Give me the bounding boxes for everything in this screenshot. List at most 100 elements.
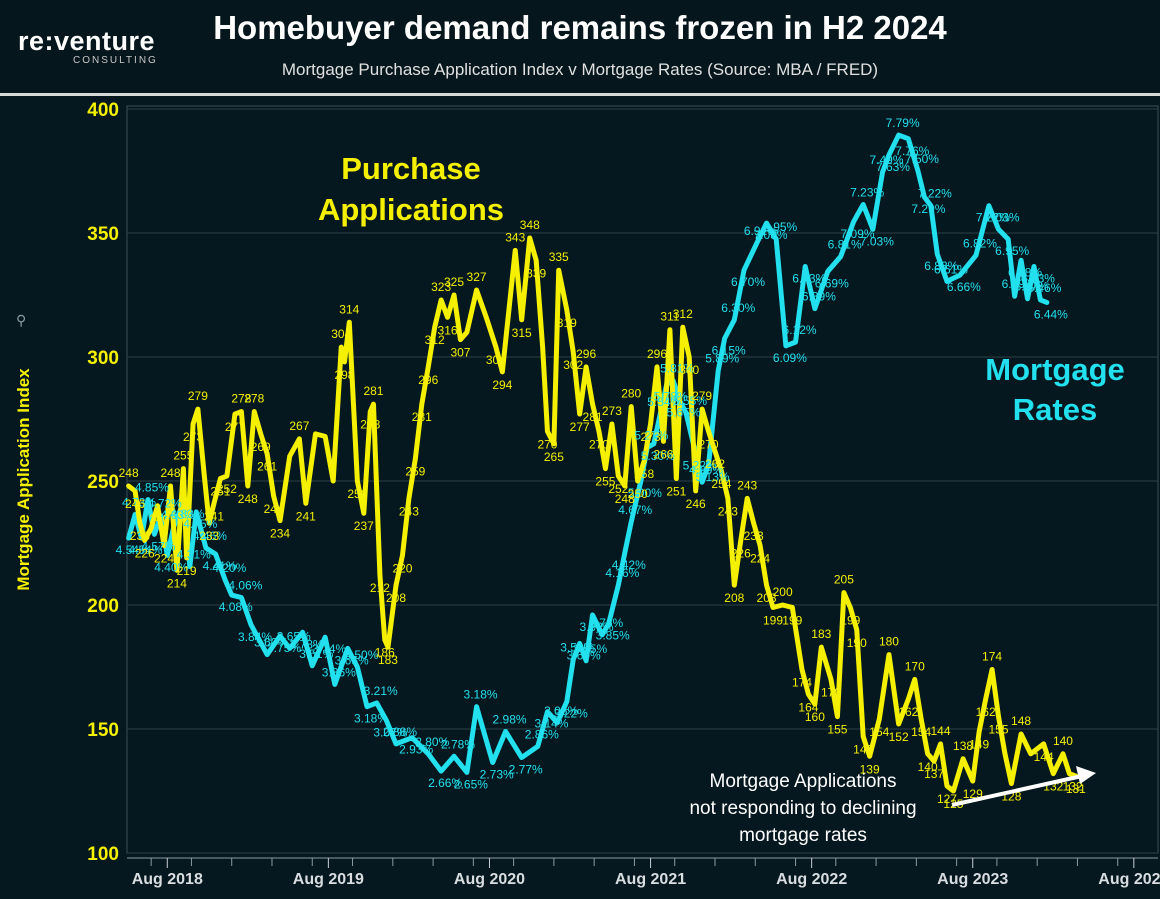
purchase-data-label: 240	[149, 512, 169, 526]
rate-data-label: 7.09%	[841, 227, 875, 241]
annotation-text: not responding to declining	[689, 798, 916, 819]
purchase-data-label: 162	[898, 705, 918, 719]
purchase-data-label: 140	[1053, 734, 1073, 748]
purchase-data-label: 339	[526, 266, 546, 280]
rate-data-label: 7.23%	[850, 185, 884, 199]
rate-data-label: 6.66%	[947, 280, 981, 294]
rate-data-label: 4.06%	[228, 579, 262, 593]
purchase-data-label: 224	[154, 551, 174, 565]
x-tick-label: Aug 2019	[293, 871, 364, 888]
rate-data-label: 3.69%	[567, 648, 601, 662]
purchase-data-label: 280	[621, 387, 641, 401]
purchase-data-label: 144	[1034, 750, 1054, 764]
purchase-data-label: 259	[405, 465, 425, 479]
purchase-data-label: 208	[386, 591, 406, 605]
rate-data-label: 3.78%	[290, 637, 324, 651]
y-tick-label: 200	[87, 596, 119, 617]
purchase-data-label: 148	[1011, 714, 1031, 728]
rate-data-label: 7.29%	[911, 202, 945, 216]
rates-series-label: Mortgage	[985, 352, 1125, 387]
rate-data-label: 4.08%	[219, 600, 253, 614]
rate-data-label: 6.92%	[744, 224, 778, 238]
purchase-data-label: 294	[492, 378, 512, 392]
purchase-data-label: 266	[653, 447, 673, 461]
purchase-data-label: 138	[953, 739, 973, 753]
purchase-data-label: 183	[811, 627, 831, 641]
y-tick-label: 400	[87, 100, 119, 121]
purchase-data-label: 254	[711, 477, 731, 491]
x-tick-label: Aug 2021	[615, 871, 686, 888]
purchase-data-label: 248	[160, 466, 180, 480]
rate-data-label: 3.65%	[335, 653, 369, 667]
purchase-data-label: 160	[805, 710, 825, 724]
purchase-data-label: 237	[354, 519, 374, 533]
purchase-data-label: 281	[412, 410, 432, 424]
rate-data-label: 4.73%	[122, 495, 156, 509]
purchase-data-label: 261	[257, 460, 277, 474]
rate-data-label: 2.65%	[454, 777, 488, 791]
purchase-data-label: 154	[869, 725, 889, 739]
purchase-data-label: 155	[827, 723, 847, 737]
purchase-data-label: 281	[363, 384, 383, 398]
purchase-series-label: Applications	[318, 192, 504, 227]
purchase-data-label: 265	[544, 450, 564, 464]
purchase-data-label: 212	[370, 581, 390, 595]
rate-data-label: 7.03%	[860, 234, 894, 248]
purchase-data-label: 252	[608, 482, 628, 496]
rate-data-label: 6.95%	[995, 244, 1029, 258]
purchase-data-label: 343	[505, 230, 525, 244]
purchase-data-label: 258	[634, 467, 654, 481]
purchase-data-label: 323	[431, 280, 451, 294]
purchase-data-label: 131	[1066, 782, 1086, 796]
annotation-arrowhead	[1076, 766, 1096, 784]
purchase-data-label: 144	[931, 724, 951, 738]
purchase-data-label: 233	[199, 529, 219, 543]
rate-data-label: 3.60%	[254, 636, 288, 650]
rate-data-label: 5.81%	[660, 362, 694, 376]
rate-data-label: 5.30%	[641, 449, 675, 463]
purchase-data-label: 219	[177, 564, 197, 578]
rate-data-label: 5.89%	[705, 352, 739, 366]
rate-data-label: 6.15%	[712, 343, 746, 357]
y-tick-label: 350	[87, 224, 119, 245]
purchase-data-label: 307	[450, 346, 470, 360]
purchase-data-label: 278	[360, 418, 380, 432]
chart-subtitle: Mortgage Purchase Application Index v Mo…	[281, 60, 879, 79]
rate-data-label: 3.18%	[464, 688, 498, 702]
purchase-data-label: 312	[425, 333, 445, 347]
rate-data-label: 6.12%	[783, 323, 817, 337]
rate-data-label: 5.54%	[647, 395, 681, 409]
purchase-data-label: 300	[679, 363, 699, 377]
rate-data-label: 2.66%	[428, 776, 462, 790]
purchase-data-label: 170	[821, 685, 841, 699]
purchase-data-label: 155	[989, 723, 1009, 737]
rate-data-label: 7.50%	[905, 152, 939, 166]
rate-data-label: 3.18%	[354, 712, 388, 726]
rate-data-label: 4.67%	[618, 503, 652, 517]
rate-data-label: 7.22%	[976, 211, 1010, 225]
rate-data-label: 3.65%	[277, 629, 311, 643]
purchase-data-label: 152	[889, 730, 909, 744]
x-tick-label: Aug 2018	[132, 871, 203, 888]
purchase-data-label: 325	[444, 275, 464, 289]
purchase-data-label: 243	[718, 504, 738, 518]
rate-data-label: 5.78%	[654, 389, 688, 403]
rate-data-label: 6.95%	[763, 220, 797, 234]
rate-data-label: 5.55%	[673, 394, 707, 408]
purchase-data-label: 319	[557, 316, 577, 330]
rate-data-label: 4.54%	[116, 543, 150, 557]
rate-data-label: 4.83%	[170, 507, 204, 521]
rate-data-label: 6.73%	[1021, 271, 1055, 285]
purchase-data-label: 246	[686, 497, 706, 511]
purchase-data-label: 273	[641, 430, 661, 444]
purchase-data-label: 277	[570, 420, 590, 434]
rate-data-label: 2.80%	[415, 735, 449, 749]
purchase-data-label: 250	[347, 487, 367, 501]
purchase-data-label: 270	[537, 437, 557, 451]
purchase-data-label: 248	[615, 492, 635, 506]
logo-text: re:venture	[18, 26, 156, 56]
rate-data-label: 3.50%	[344, 648, 378, 662]
rate-data-label: 7.76%	[895, 144, 929, 158]
purchase-data-label: 132	[1063, 780, 1083, 794]
x-tick-label: Aug 2022	[776, 871, 847, 888]
